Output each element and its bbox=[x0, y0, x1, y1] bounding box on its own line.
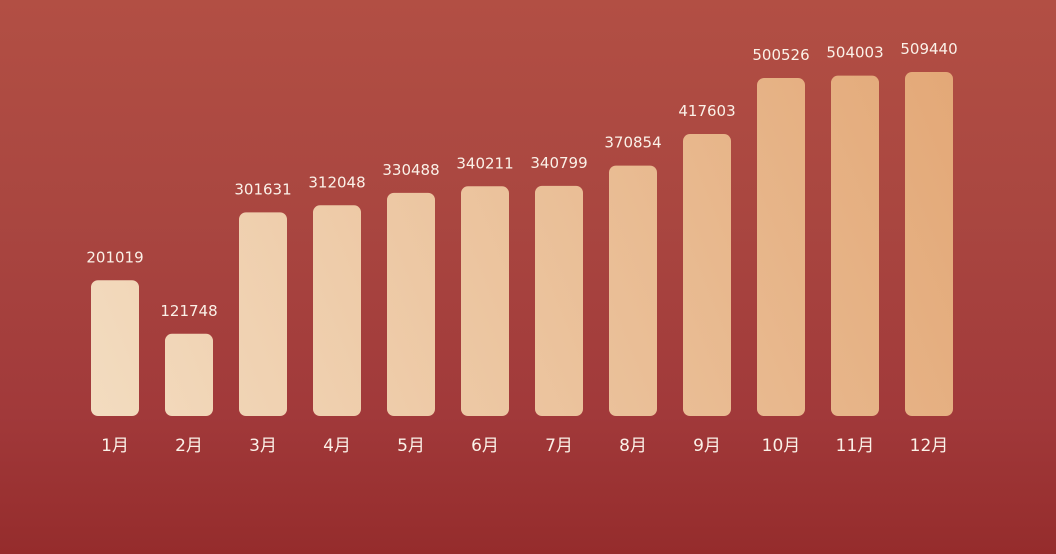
category-label-2: 2月 bbox=[175, 436, 203, 456]
bar-5 bbox=[387, 192, 435, 416]
bar-1 bbox=[91, 280, 139, 416]
bar-11 bbox=[831, 75, 879, 417]
value-label-1: 201019 bbox=[86, 248, 143, 266]
bar-9 bbox=[683, 134, 731, 416]
value-label-3: 301631 bbox=[234, 180, 291, 198]
bar-8 bbox=[609, 165, 657, 416]
bar-3 bbox=[239, 212, 287, 416]
value-label-12: 509440 bbox=[900, 40, 957, 58]
value-label-11: 504003 bbox=[826, 44, 883, 62]
value-label-5: 330488 bbox=[382, 161, 439, 179]
value-label-6: 340211 bbox=[456, 154, 513, 172]
value-label-10: 500526 bbox=[752, 46, 809, 64]
category-label-8: 8月 bbox=[619, 436, 647, 456]
category-label-6: 6月 bbox=[471, 436, 499, 456]
category-label-4: 4月 bbox=[323, 436, 351, 456]
category-label-12: 12月 bbox=[910, 436, 949, 456]
bar-7 bbox=[535, 185, 583, 416]
value-label-2: 121748 bbox=[160, 302, 217, 320]
value-label-8: 370854 bbox=[604, 134, 661, 152]
category-label-1: 1月 bbox=[101, 436, 129, 456]
bar-12 bbox=[905, 72, 953, 416]
bar-2 bbox=[165, 333, 213, 416]
category-label-5: 5月 bbox=[397, 436, 425, 456]
value-label-9: 417603 bbox=[678, 102, 735, 120]
bar-6 bbox=[461, 186, 509, 416]
value-label-4: 312048 bbox=[308, 173, 365, 191]
category-label-9: 9月 bbox=[693, 436, 721, 456]
category-label-11: 11月 bbox=[836, 436, 875, 456]
category-label-10: 10月 bbox=[762, 436, 801, 456]
value-label-7: 340799 bbox=[530, 154, 587, 172]
bar-4 bbox=[313, 205, 361, 416]
category-label-7: 7月 bbox=[545, 436, 573, 456]
category-label-3: 3月 bbox=[249, 436, 277, 456]
bar-10 bbox=[757, 78, 805, 416]
